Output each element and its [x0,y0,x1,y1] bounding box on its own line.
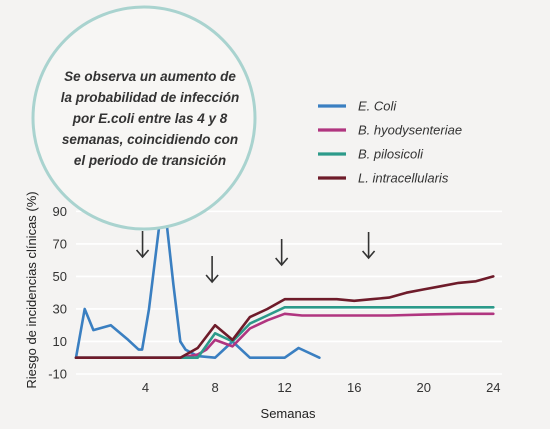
annotation-circle [31,5,257,231]
y-tick-30: 30 [53,301,67,316]
x-axis-label: Semanas [261,406,316,421]
y-tick--10: -10 [48,367,67,382]
down-arrow-icon [205,256,219,284]
down-arrow-icon [361,232,376,260]
x-tick-labels: 4 8 12 16 20 24 [142,380,501,395]
legend-label-1: B. hyodysenteriae [358,123,462,138]
x-tick-20: 20 [417,380,431,395]
y-tick-labels: -10 10 30 50 70 90 [48,204,67,382]
series-line-1 [74,312,495,360]
legend-label-3: L. intracellularis [358,171,449,186]
x-tick-12: 12 [277,380,291,395]
x-tick-8: 8 [211,380,218,395]
y-tick-90: 90 [53,204,67,219]
x-tick-4: 4 [142,380,149,395]
down-arrow-icon [275,239,289,267]
annotation-line-2: la probabilidad de infección [61,90,240,105]
annotation-line-5: el periodo de transición [74,153,226,168]
series-lines [74,208,495,360]
legend-label-0: E. Coli [358,99,397,114]
x-tick-16: 16 [347,380,361,395]
legend: E. Coli B. hyodysenteriae B. pilosicoli L. … [318,99,462,186]
annotation-line-3: por E.coli entre las 4 y 8 [72,111,228,126]
down-arrow-icon [135,231,150,259]
y-tick-50: 50 [53,269,67,284]
y-axis-label: Riesgo de incidencias clínicas (%) [24,191,39,388]
x-tick-24: 24 [486,380,500,395]
series-line-2 [74,305,495,360]
legend-label-2: B. pilosicoli [358,147,424,162]
annotation-line-4: semanas, coincidiendo con [62,132,238,147]
annotation-line-1: Se observa un aumento de [64,69,236,84]
series-line-3 [74,275,495,360]
y-tick-10: 10 [53,334,67,349]
annotation-bubble: Se observa un aumento de la probabilidad… [31,5,257,231]
transition-arrows [135,231,376,284]
series-line-0 [74,208,321,360]
y-tick-70: 70 [53,236,67,251]
